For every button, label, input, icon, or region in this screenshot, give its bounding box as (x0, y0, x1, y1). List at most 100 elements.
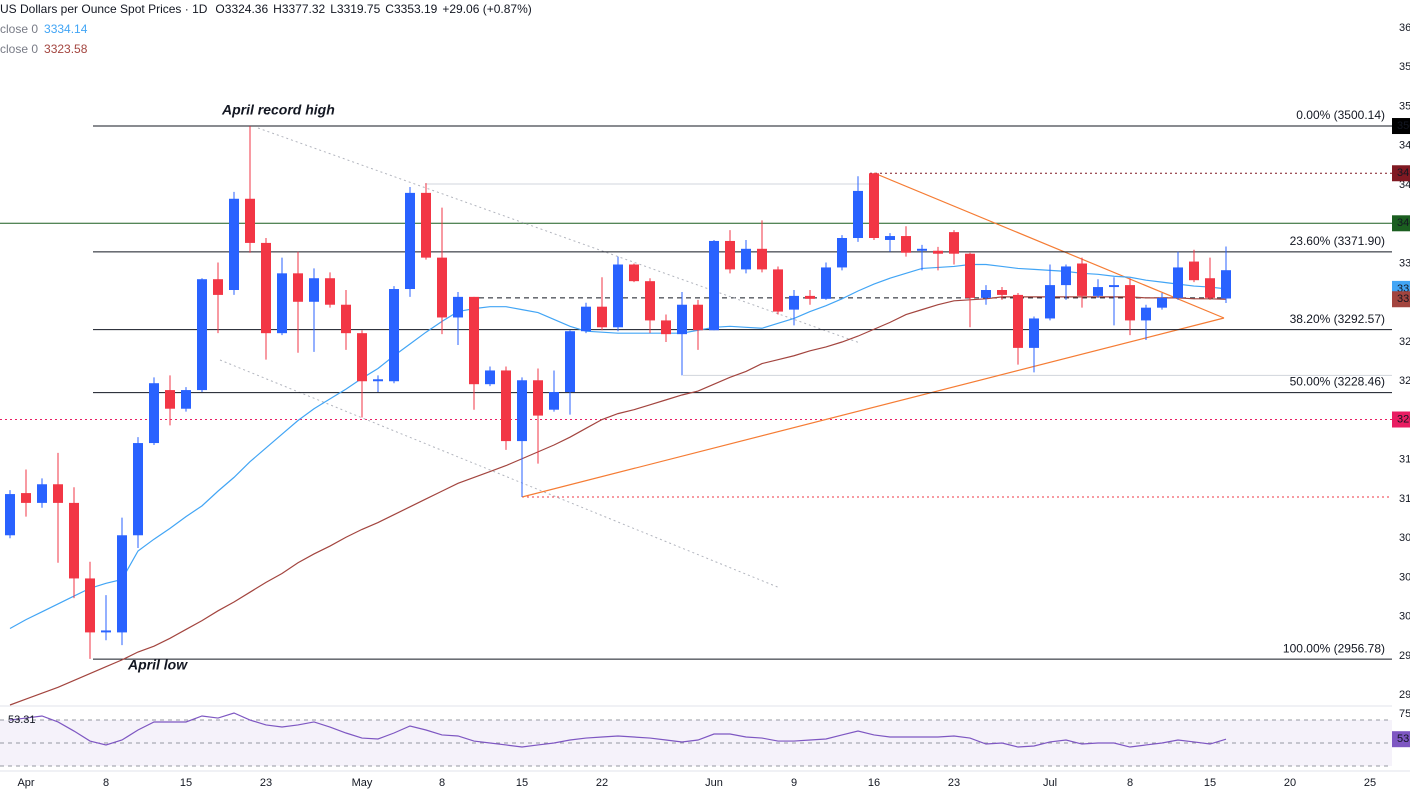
x-tick-label: Apr (17, 777, 34, 789)
x-tick-label: 20 (1284, 777, 1296, 789)
fib-label: 50.00% (3228.46) (1290, 375, 1385, 389)
candle-body (69, 502, 79, 579)
y-tick-label: 3560 (1399, 61, 1410, 73)
candle-body (789, 295, 799, 310)
candle-body (981, 290, 991, 298)
candle-body (357, 333, 367, 382)
levels-layer (0, 172, 1392, 498)
y-tick-label: 3000 (1399, 611, 1410, 623)
rsi-value: 53.31 (8, 714, 36, 726)
y-tick-label: 3280 (1399, 336, 1410, 348)
change: +29.06 (+0.87%) (442, 2, 531, 16)
candle-body (949, 232, 959, 254)
candle-body (565, 331, 575, 393)
candle-body (293, 273, 303, 302)
axis-layer: 7529202960300030403080312031603200324032… (17, 22, 1410, 789)
candle-body (1221, 270, 1231, 299)
candle-body (1109, 285, 1119, 288)
rsi-layer: 53.31 (0, 712, 1392, 767)
candle-body (197, 279, 207, 391)
price-badge (1392, 291, 1410, 308)
candle-body (837, 238, 847, 268)
ma-layer (9, 263, 1227, 706)
candle-body (917, 248, 927, 251)
candle-body (1173, 267, 1183, 298)
candle-body (165, 390, 175, 409)
x-tick-label: 23 (260, 777, 272, 789)
trend-drawing (219, 359, 781, 589)
candle-body (37, 484, 47, 503)
candle-body (133, 443, 143, 536)
candle-body (53, 484, 63, 503)
candle-body (469, 296, 479, 385)
candle-body (453, 296, 463, 318)
x-tick-label: 25 (1364, 777, 1376, 789)
fib-label: 100.00% (2956.78) (1283, 641, 1385, 655)
legend-value: 3323.58 (44, 42, 88, 56)
y-tick-label: 3480 (1399, 140, 1410, 152)
candle-body (629, 264, 639, 282)
price-badge-label: 3201 (1397, 413, 1410, 425)
drawings (219, 127, 1225, 589)
y-tick-label: 3040 (1399, 571, 1410, 583)
candle-body (885, 236, 895, 240)
candle-body (485, 370, 495, 385)
badges-layer: 3500.143401320134523334.143323.5853.31 (1392, 118, 1410, 748)
triangle-line (521, 317, 1225, 498)
candle-body (149, 383, 159, 444)
candle-body (101, 630, 111, 633)
y-tick-label: 3440 (1399, 179, 1410, 191)
candle-body (613, 264, 623, 328)
trend-drawing (257, 127, 861, 344)
y-tick-label: 3160 (1399, 454, 1410, 466)
y-tick-label: 3080 (1399, 532, 1410, 544)
ohlc-key: O (215, 2, 224, 16)
candle-body (661, 320, 671, 335)
candle-body (1077, 263, 1087, 296)
candle-body (517, 380, 527, 442)
ohlc-value: 3353.19 (394, 2, 438, 16)
legend-entry: close 0 3323.58 (0, 42, 88, 56)
x-tick-label: 23 (948, 777, 960, 789)
ohlc-value: 3324.36 (225, 2, 269, 16)
candle-body (1157, 297, 1167, 308)
ma-line (9, 263, 1227, 630)
price-badge-label: 3401 (1397, 217, 1410, 229)
candle-body (1189, 261, 1199, 281)
candle-body (549, 392, 559, 410)
y-tick-label: 3520 (1399, 100, 1410, 112)
x-tick-label: 9 (791, 777, 797, 789)
candle-body (901, 236, 911, 253)
x-tick-label: May (352, 777, 373, 789)
rsi-line (9, 712, 1227, 748)
candle-body (1093, 287, 1103, 296)
candle-body (693, 304, 703, 331)
candles-layer (5, 126, 1231, 659)
ohlc-key: C (385, 2, 394, 16)
legend-name: close 0 (0, 42, 38, 56)
candle-body (1029, 318, 1039, 348)
fib-label: 38.20% (3292.57) (1290, 312, 1385, 326)
candle-body (853, 190, 863, 239)
candle-body (1125, 285, 1135, 321)
candle-body (933, 250, 943, 254)
candle-body (1061, 266, 1071, 286)
triangle-line (873, 172, 1225, 319)
candle-body (245, 198, 255, 243)
x-tick-label: 15 (1204, 777, 1216, 789)
price-badge-label: 3452 (1397, 167, 1410, 179)
ohlc-value: 3377.32 (282, 2, 326, 16)
price-badge (1392, 118, 1410, 135)
x-tick-label: 15 (180, 777, 192, 789)
candle-body (533, 380, 543, 416)
candle-body (997, 290, 1007, 295)
price-badge (1392, 165, 1410, 182)
y-tick-label: 3120 (1399, 493, 1410, 505)
candle-body (309, 278, 319, 302)
x-tick-label: Jul (1043, 777, 1057, 789)
legend-name: close 0 (0, 22, 38, 36)
candle-body (821, 267, 831, 299)
price-badge-label: 53.31 (1397, 733, 1410, 745)
fib-label: 0.00% (3500.14) (1296, 108, 1385, 122)
